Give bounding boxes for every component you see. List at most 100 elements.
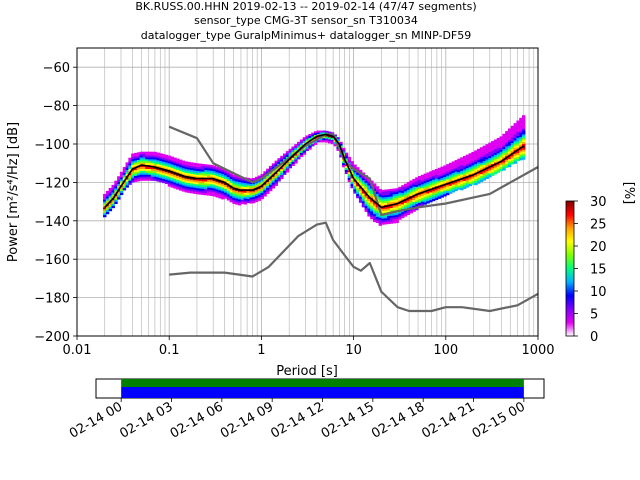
psd-density-cell (162, 169, 166, 172)
psd-density-cell (246, 193, 250, 196)
psd-density-cell (221, 193, 225, 196)
psd-density-cell (204, 168, 208, 171)
psd-density-cell (226, 194, 231, 197)
psd-density-cell (184, 180, 188, 183)
psd-density-cell (434, 178, 439, 181)
psd-density-cell (409, 188, 413, 191)
psd-density-cell (288, 158, 293, 161)
psd-density-cell (229, 186, 233, 189)
psd-density-cell (122, 170, 127, 174)
psd-density-cell (496, 139, 501, 143)
psd-density-cell (153, 155, 158, 158)
psd-density-cell (198, 163, 203, 166)
psd-density-cell (491, 154, 495, 157)
x-tick-label: 0.1 (159, 343, 180, 358)
psd-density-cell (190, 177, 194, 180)
psd-density-cell (319, 132, 323, 135)
psd-density-cell (133, 152, 138, 156)
psd-density-cell (223, 188, 228, 191)
psd-density-cell (114, 182, 118, 185)
psd-density-cell (454, 185, 458, 188)
psd-density-cell (201, 165, 205, 169)
psd-density-cell (522, 144, 526, 147)
psd-density-cell (381, 218, 385, 221)
psd-density-cell (395, 195, 399, 199)
psd-density-cell (164, 172, 169, 175)
psd-density-cell (446, 187, 450, 190)
psd-density-cell (176, 160, 180, 163)
psd-density-cell (446, 192, 450, 196)
psd-density-cell (193, 185, 197, 189)
psd-density-cell (103, 195, 107, 199)
psd-density-cell (268, 185, 273, 188)
psd-density-cell (145, 172, 149, 176)
psd-density-cell (305, 135, 309, 138)
psd-density-cell (448, 183, 453, 187)
psd-density-cell (164, 156, 169, 159)
psd-density-cell (277, 169, 281, 172)
psd-density-cell (451, 174, 456, 178)
psd-density-cell (403, 212, 408, 215)
psd-density-cell (372, 196, 377, 200)
psd-density-cell (119, 179, 124, 182)
psd-density-cell (389, 215, 394, 218)
psd-density-cell (229, 178, 233, 182)
psd-density-cell (145, 159, 149, 162)
psd-density-cell (522, 147, 526, 151)
psd-density-cell (266, 176, 270, 179)
psd-density-cell (423, 200, 428, 203)
psd-density-cell (238, 195, 242, 198)
psd-density-cell (423, 187, 428, 190)
psd-density-cell (178, 182, 183, 185)
psd-density-cell (195, 163, 200, 166)
psd-density-cell (105, 196, 110, 199)
psd-density-cell (462, 167, 467, 170)
psd-density-cell (474, 154, 478, 157)
y-tick-label: −120 (34, 176, 70, 191)
psd-density-cell (198, 169, 203, 172)
psd-density-cell (350, 163, 354, 166)
psd-density-cell (522, 142, 526, 145)
psd-density-cell (108, 187, 113, 191)
psd-density-cell (330, 136, 335, 139)
psd-density-cell (117, 195, 121, 198)
psd-density-cell (420, 203, 425, 206)
psd-density-cell (522, 126, 526, 129)
psd-density-cell (316, 140, 321, 143)
psd-density-cell (510, 162, 515, 165)
psd-density-cell (173, 159, 177, 162)
psd-density-cell (443, 192, 447, 195)
psd-density-cell (412, 209, 416, 212)
psd-density-cell (378, 223, 383, 226)
psd-density-cell (406, 183, 411, 187)
psd-density-cell (370, 194, 374, 197)
psd-density-cell (392, 198, 397, 201)
psd-density-cell (384, 195, 388, 198)
psd-density-cell (133, 170, 138, 173)
psd-density-cell (148, 174, 152, 177)
psd-density-cell (507, 157, 512, 160)
psd-density-cell (254, 184, 259, 187)
psd-density-cell (505, 152, 509, 155)
psd-density-cell (221, 174, 225, 177)
psd-density-cell (460, 172, 464, 175)
y-tick-label: −200 (34, 330, 70, 345)
psd-density-cell (266, 180, 270, 183)
psd-density-cell (395, 201, 399, 204)
psd-density-cell (477, 148, 481, 152)
psd-density-cell (479, 149, 484, 152)
psd-density-cell (277, 161, 281, 165)
psd-density-cell (117, 181, 121, 185)
psd-density-cell (513, 161, 517, 164)
psd-density-cell (440, 178, 444, 181)
psd-density-cell (215, 179, 219, 183)
psd-density-cell (311, 144, 315, 147)
psd-density-cell (364, 203, 368, 207)
psd-density-cell (215, 187, 219, 190)
psd-density-cell (437, 196, 442, 199)
psd-density-cell (212, 177, 217, 180)
psd-density-cell (485, 171, 489, 174)
psd-density-cell (142, 176, 146, 179)
psd-density-cell (148, 167, 152, 170)
psd-density-cell (493, 149, 498, 152)
